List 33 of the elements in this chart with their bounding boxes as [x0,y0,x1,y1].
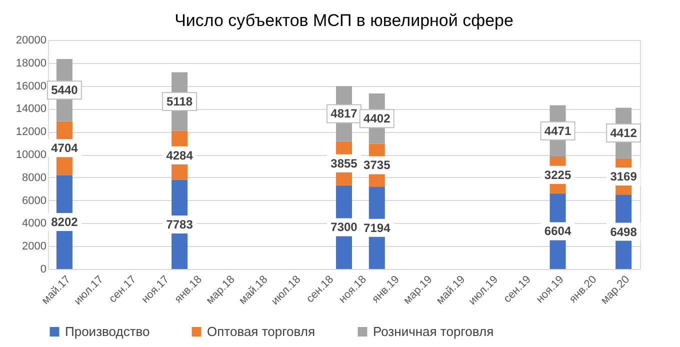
data-label: 4402 [364,112,391,126]
y-tick-label: 16000 [16,80,46,92]
data-label: 4284 [166,148,194,162]
data-label: 5118 [166,94,193,109]
y-tick-label: 2000 [22,240,46,253]
y-tick-label: 20000 [16,34,46,46]
y-tick-label: 6000 [22,194,46,207]
y-tick-label: 8000 [22,172,46,184]
data-label: 3855 [330,156,358,170]
chart-title: Число субъектов МСП в ювелирной сфере [174,11,514,30]
data-label: 6498 [610,224,638,239]
data-label: 5440 [51,83,78,98]
data-label: 3735 [364,158,391,172]
y-tick-label: 14000 [16,103,46,116]
data-label: 4817 [330,106,358,121]
data-label: 7783 [166,217,194,232]
data-label: 4412 [610,126,638,140]
data-label: 4471 [544,124,572,138]
data-label: 6604 [544,224,572,238]
data-label: 4704 [51,141,78,156]
data-label: 7300 [330,220,358,234]
y-tick-label: 18000 [16,57,46,70]
y-tick-label: 4000 [22,218,46,230]
y-tick-label: 12000 [16,126,46,138]
data-label: 3225 [544,168,572,182]
y-tick-label: 10000 [16,149,46,161]
y-tick-label: 0 [40,264,46,276]
legend-label: Розничная торговля [373,324,494,339]
data-label: 3169 [610,169,638,184]
data-label: 7194 [364,220,391,235]
legend-label: Производство [65,324,150,339]
data-label: 8202 [51,215,78,230]
legend-label: Оптовая торговля [207,324,316,339]
